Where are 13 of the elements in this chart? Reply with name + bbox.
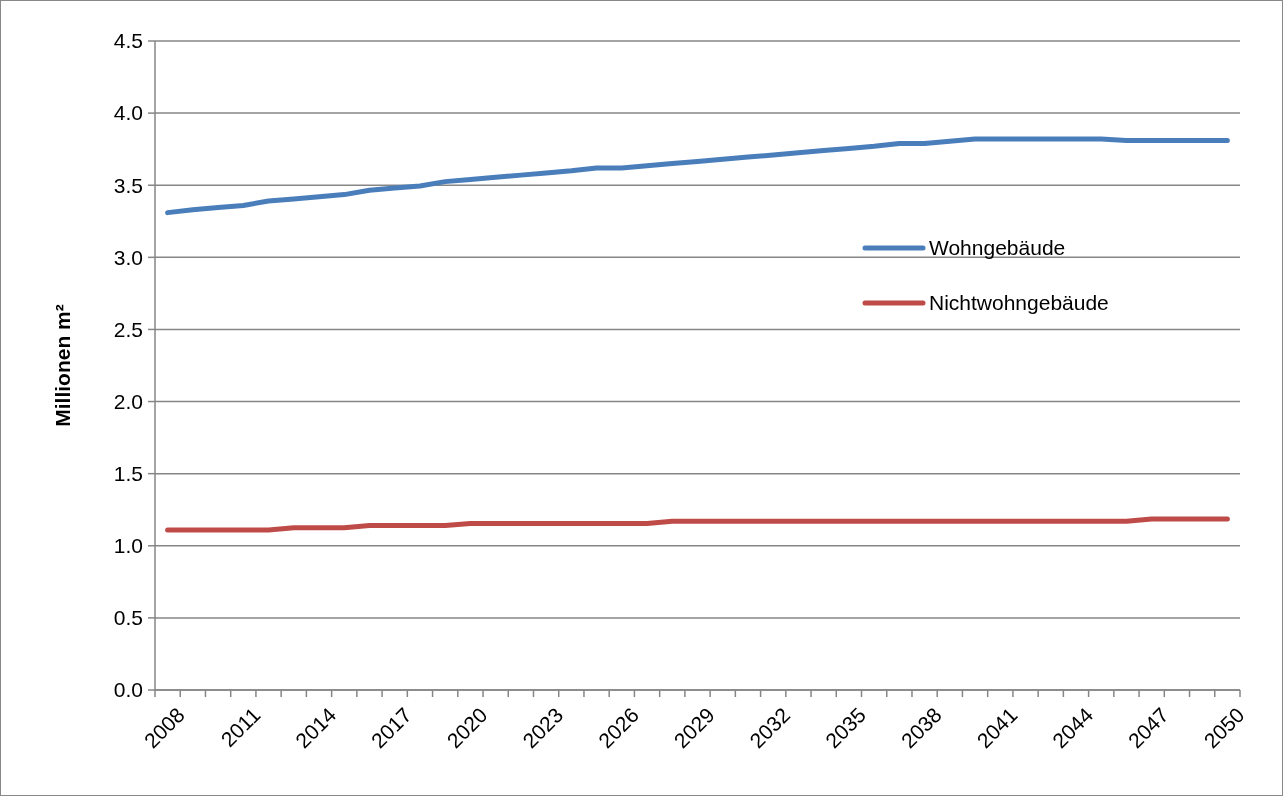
y-tick-label: 3.5 [113, 173, 143, 197]
y-tick-label: 3.0 [113, 245, 143, 269]
y-tick-label: 0.5 [113, 606, 143, 630]
y-tick-label: 2.5 [113, 317, 143, 341]
y-tick-label: 1.5 [113, 462, 143, 486]
y-axis-title: Millionen m² [51, 304, 74, 427]
y-tick-label: 1.0 [113, 534, 143, 558]
y-tick-label: 4.0 [113, 101, 143, 125]
y-tick-label: 4.5 [113, 29, 143, 53]
legend-label: Nichtwohngebäude [929, 291, 1109, 315]
y-tick-label: 2.0 [113, 389, 143, 413]
y-tick-label: 0.0 [113, 678, 143, 702]
legend-label: Wohngebäude [929, 236, 1066, 260]
